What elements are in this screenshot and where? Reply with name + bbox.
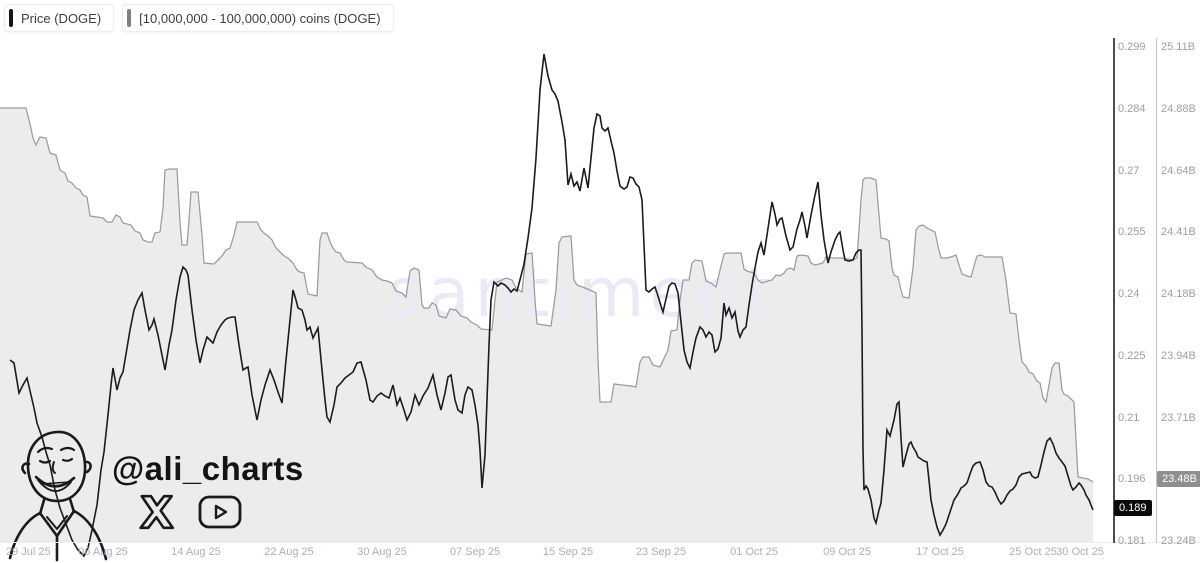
- date-tick-label: 23 Sep 25: [635, 546, 687, 558]
- date-tick-label: 30 Oct 25: [1056, 546, 1104, 558]
- coins-current-badge: 23.48B: [1157, 471, 1200, 487]
- date-tick-label: 14 Aug 25: [171, 546, 221, 558]
- date-tick-label: 07 Sep 25: [449, 546, 501, 558]
- date-tick-label: 09 Oct 25: [823, 546, 871, 558]
- coins-series-line: [0, 107, 1094, 483]
- date-tick-label: 17 Oct 25: [916, 546, 964, 558]
- legend-price-label: Price (DOGE): [21, 10, 102, 26]
- price-tick-label: 0.299: [1118, 41, 1146, 53]
- date-tick-label: 15 Sep 25: [542, 546, 594, 558]
- coins-tick-label: 25.11B: [1161, 41, 1196, 53]
- x-logo-icon: [139, 494, 175, 530]
- price-tick-label: 0.196: [1118, 473, 1146, 486]
- coins-tick-label: 24.64B: [1161, 164, 1196, 177]
- artist-handle: @ali_charts: [112, 450, 304, 487]
- price-tick-label: 0.181: [1118, 535, 1146, 547]
- coins-tick-label: 24.88B: [1161, 102, 1196, 115]
- coins-tick-label: 23.94B: [1161, 349, 1196, 362]
- date-tick-label: 30 Aug 25: [357, 546, 407, 558]
- coins-tick-label: 23.71B: [1161, 411, 1196, 424]
- date-tick-label: 22 Aug 25: [264, 546, 314, 558]
- legend-coins-label: [10,000,000 - 100,000,000) coins (DOGE): [139, 10, 381, 26]
- artist-doodle: [8, 430, 108, 562]
- coins-series-swatch: [127, 9, 132, 27]
- price-series-swatch: [9, 9, 13, 27]
- price-series-line: [9, 53, 1094, 558]
- legend: Price (DOGE) [10,000,000 - 100,000,000) …: [4, 4, 394, 32]
- price-axis-line: [1113, 38, 1115, 543]
- price-tick-label: 0.284: [1118, 102, 1146, 115]
- date-tick-label: 01 Oct 25: [730, 546, 778, 558]
- date-tick-label: 29 Jul 25: [6, 546, 51, 558]
- price-tick-label: 0.27: [1118, 164, 1140, 177]
- coins-tick-label: 24.41B: [1161, 226, 1196, 239]
- coins-axis-line: [1156, 38, 1157, 543]
- legend-price-button[interactable]: Price (DOGE): [4, 4, 115, 32]
- youtube-logo-icon: [198, 495, 242, 529]
- price-tick-label: 0.24: [1118, 288, 1140, 300]
- santiment-watermark: santiment·: [387, 254, 802, 333]
- branding-icons: [138, 494, 242, 530]
- price-current-badge: 0.189: [1114, 500, 1152, 516]
- coins-tick-label: 24.18B: [1161, 288, 1196, 300]
- date-tick-label: 25 Oct 25: [1009, 546, 1057, 558]
- price-tick-label: 0.225: [1118, 349, 1146, 362]
- price-tick-label: 0.255: [1118, 226, 1146, 239]
- date-tick-label: 06 Aug 25: [78, 546, 128, 558]
- legend-coins-button[interactable]: [10,000,000 - 100,000,000) coins (DOGE): [122, 4, 394, 32]
- price-tick-label: 0.21: [1118, 411, 1140, 424]
- x-axis-line: [0, 542, 1200, 543]
- coins-tick-label: 23.24B: [1161, 535, 1196, 547]
